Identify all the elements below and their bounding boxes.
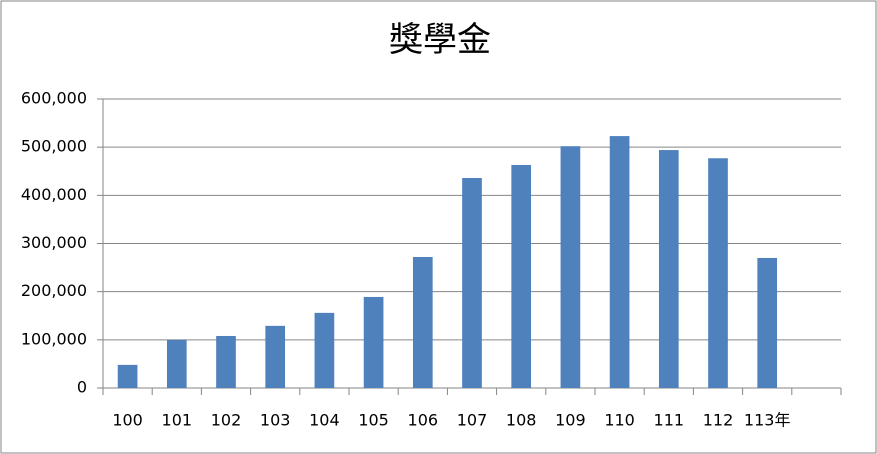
bar (216, 335, 236, 388)
x-tick-label: 110 (604, 411, 635, 430)
x-tick-label: 102 (211, 411, 242, 430)
bar (658, 150, 679, 388)
x-tick-label: 106 (408, 411, 439, 430)
y-tick-label: 500,000 (21, 137, 87, 156)
bar (560, 146, 581, 388)
x-tick-label: 109 (555, 411, 586, 430)
bar (757, 257, 778, 388)
x-tick-label: 107 (457, 411, 488, 430)
bar (265, 325, 286, 388)
bar (609, 136, 630, 388)
bar (117, 364, 138, 388)
y-tick-label: 400,000 (21, 185, 87, 204)
y-tick-label: 0 (77, 378, 87, 397)
x-tick-label: 113年 (744, 411, 791, 430)
x-tick-label: 101 (162, 411, 193, 430)
bar (314, 312, 335, 388)
x-tick-label: 103 (260, 411, 291, 430)
y-tick-label: 200,000 (21, 281, 87, 300)
x-tick-label: 105 (358, 411, 389, 430)
bar (511, 164, 532, 388)
y-tick-label: 300,000 (21, 233, 87, 252)
bar (708, 158, 728, 388)
x-tick-label: 100 (112, 411, 143, 430)
chart-title: 獎學金 (389, 20, 491, 60)
bar (412, 256, 433, 388)
y-tick-label: 100,000 (21, 329, 87, 348)
x-tick-label: 108 (506, 411, 537, 430)
bar (166, 339, 187, 388)
y-tick-label: 600,000 (21, 89, 87, 108)
bar (363, 296, 384, 388)
x-tick-label: 111 (654, 411, 685, 430)
x-tick-label: 104 (309, 411, 340, 430)
x-tick-label: 112 (703, 411, 734, 430)
bar (462, 177, 482, 388)
